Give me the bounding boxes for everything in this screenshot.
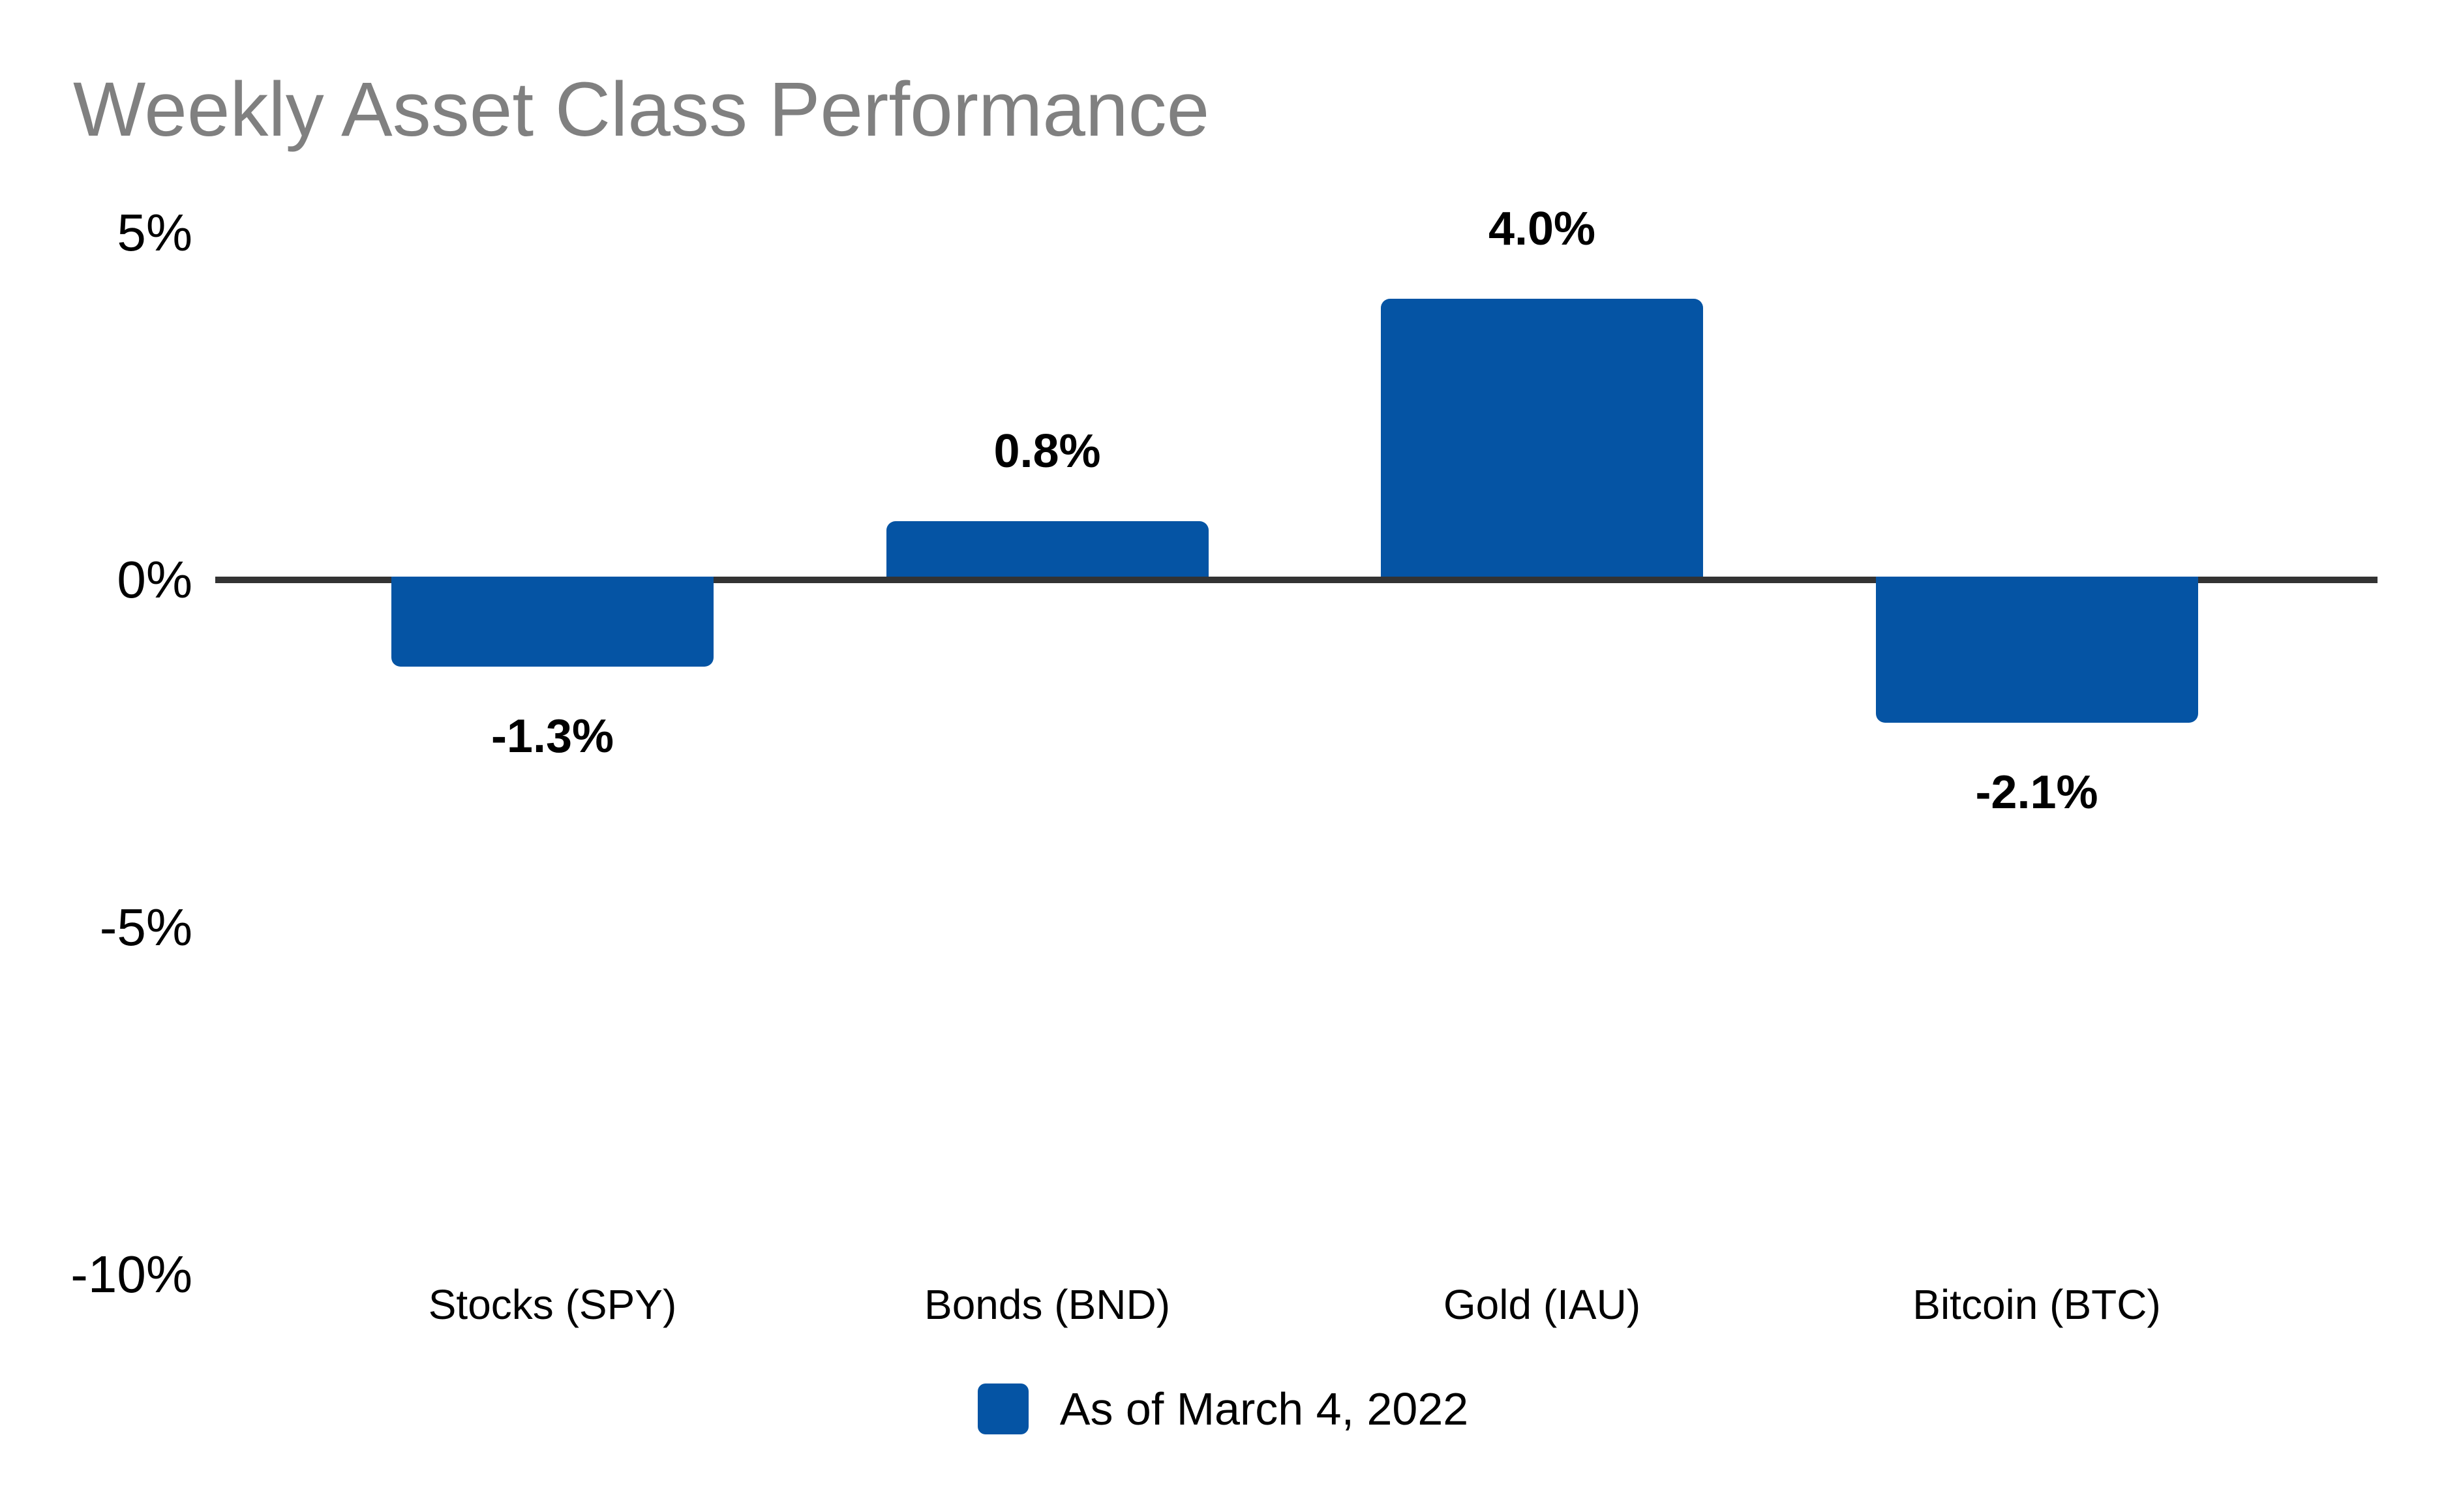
legend-label: As of March 4, 2022 xyxy=(1059,1383,1469,1434)
bar xyxy=(1875,577,2198,723)
y-axis-tick-label: -5% xyxy=(99,898,192,956)
x-axis-label: Gold (IAU) xyxy=(1443,1281,1641,1328)
bar xyxy=(391,577,714,667)
x-axis-line xyxy=(215,577,2378,583)
bar-value-label: 0.8% xyxy=(993,425,1101,477)
x-axis-label: Stocks (SPY) xyxy=(428,1281,677,1328)
bar-value-label: -1.3% xyxy=(491,710,614,763)
bar-value-label: 4.0% xyxy=(1488,203,1596,255)
x-axis-label: Bonds (BND) xyxy=(924,1281,1170,1328)
y-axis-tick-label: -10% xyxy=(70,1245,192,1303)
bar xyxy=(1381,299,1703,577)
bar xyxy=(886,521,1209,577)
legend-swatch xyxy=(977,1383,1029,1434)
y-axis-tick-label: 0% xyxy=(117,551,192,609)
y-axis-tick-label: 5% xyxy=(117,203,192,262)
chart-title: Weekly Asset Class Performance xyxy=(73,67,1210,153)
legend: As of March 4, 2022 xyxy=(0,1383,2446,1435)
x-axis-label: Bitcoin (BTC) xyxy=(1912,1281,2161,1328)
bar-value-label: -2.1% xyxy=(1975,766,2098,819)
